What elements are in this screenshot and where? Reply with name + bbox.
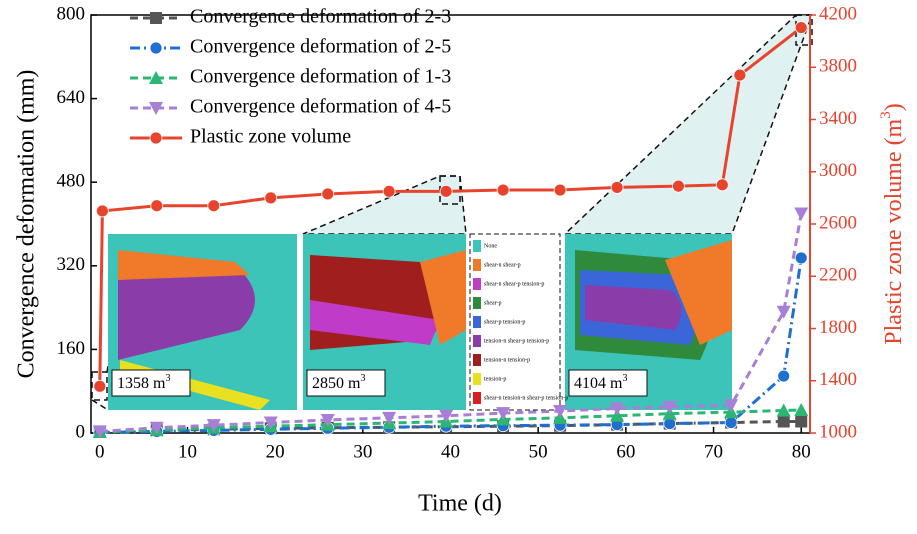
inset-label-text: 1358 m <box>117 375 166 392</box>
y2-label-sup: 3 <box>878 111 894 119</box>
y-tick-label: 480 <box>57 171 86 192</box>
x-tick-label: 70 <box>704 441 723 462</box>
marker <box>554 184 566 196</box>
inset-label-text: 2850 m <box>312 375 361 392</box>
x-tick-label: 20 <box>266 441 285 462</box>
inset-label: 2850 m3 <box>312 373 365 392</box>
marker <box>734 69 746 81</box>
marker <box>322 188 334 200</box>
marker <box>150 12 162 24</box>
marker <box>94 380 106 392</box>
y-tick-label: 160 <box>57 338 86 359</box>
x-tick-label: 80 <box>792 441 811 462</box>
zone-label: shear-n shear-p tension-p <box>484 281 544 287</box>
marker <box>150 132 162 144</box>
marker <box>672 180 684 192</box>
marker <box>440 185 452 197</box>
marker <box>716 179 728 191</box>
marker <box>150 42 162 54</box>
legend-label: Convergence deformation of 4-5 <box>190 96 451 118</box>
zone-swatch <box>473 278 481 290</box>
x-tick-label: 0 <box>95 441 105 462</box>
inset-label: 4104 m3 <box>574 373 627 392</box>
zone-swatch <box>473 392 481 404</box>
inset-label-sup: 3 <box>360 373 365 384</box>
marker <box>725 417 737 429</box>
zone-label: tension-n shear-p tension-p <box>484 338 549 344</box>
zone-swatch <box>473 297 481 309</box>
y-tick-label: 0 <box>76 421 86 442</box>
zone-swatch <box>473 316 481 328</box>
marker <box>795 252 807 264</box>
marker <box>794 208 808 221</box>
inset-label-text: 4104 m <box>574 375 623 392</box>
zone-label: tension-p <box>484 376 506 382</box>
y-tick-label: 640 <box>57 87 86 108</box>
inset-label: 1358 m3 <box>117 373 170 392</box>
marker <box>778 370 790 382</box>
zone-swatch <box>473 259 481 271</box>
y2-tick-label: 1000 <box>819 421 857 442</box>
zone-swatch <box>473 354 481 366</box>
x-tick-label: 50 <box>529 441 548 462</box>
zone-label: None <box>484 243 497 249</box>
zone-label: shear-p <box>484 300 502 306</box>
y-tick-label: 320 <box>57 254 86 275</box>
marker <box>611 181 623 193</box>
legend-label: Convergence deformation of 2-5 <box>190 36 451 58</box>
y2-tick-label: 2200 <box>819 265 857 286</box>
y2-tick-label: 3400 <box>819 108 857 129</box>
marker <box>208 200 220 212</box>
y2-tick-label: 1400 <box>819 369 857 390</box>
x-axis-label: Time (d) <box>418 491 502 517</box>
zone-swatch <box>473 335 481 347</box>
y2-tick-label: 1800 <box>819 317 857 338</box>
y2-tick-label: 2600 <box>819 212 857 233</box>
zone-label: shear-n tension-n shear-p tension-p <box>484 395 568 401</box>
marker <box>778 416 790 428</box>
x-tick-label: 30 <box>353 441 372 462</box>
marker <box>795 22 807 34</box>
legend-label: Convergence deformation of 2-3 <box>190 6 451 28</box>
y2-label-tail: ) <box>881 103 907 111</box>
marker <box>96 205 108 217</box>
x-tick-label: 60 <box>616 441 635 462</box>
inset-label-sup: 3 <box>165 373 170 384</box>
y2-axis-label: Plastic zone volume (m3) <box>878 103 906 344</box>
marker <box>383 185 395 197</box>
marker <box>151 200 163 212</box>
legend-label: Convergence deformation of 1-3 <box>190 66 451 88</box>
y-tick-label: 800 <box>57 3 86 24</box>
x-tick-label: 10 <box>178 441 197 462</box>
zone-label: tension-n tension-p <box>484 357 530 363</box>
inset-label-sup: 3 <box>622 373 627 384</box>
x-tick-label: 40 <box>441 441 460 462</box>
legend-label: Plastic zone volume <box>190 126 351 148</box>
y-axis-label: Convergence deformation (mm) <box>14 70 40 379</box>
zone-swatch <box>473 240 481 252</box>
chart: Time (d) Convergence deformation (mm) Pl… <box>0 0 917 529</box>
y2-tick-label: 3800 <box>819 56 857 77</box>
marker <box>795 416 807 428</box>
marker <box>265 192 277 204</box>
y2-label-text: Plastic zone volume (m <box>881 118 907 344</box>
y2-tick-label: 3000 <box>819 160 857 181</box>
zone-swatch <box>473 373 481 385</box>
marker <box>777 306 791 319</box>
zone-label: shear-n shear-p <box>484 262 521 268</box>
y2-tick-label: 4200 <box>819 3 857 24</box>
marker <box>497 184 509 196</box>
zone-label: shear-p tension-p <box>484 319 525 325</box>
